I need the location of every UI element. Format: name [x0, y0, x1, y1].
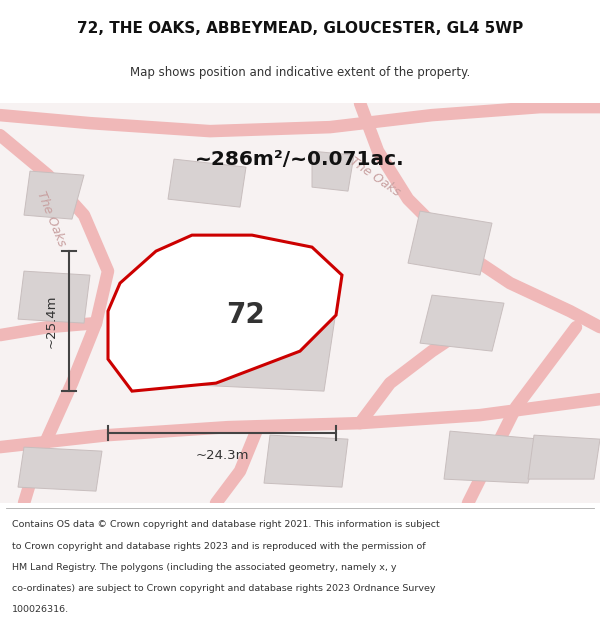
Polygon shape [108, 235, 342, 391]
Text: co-ordinates) are subject to Crown copyright and database rights 2023 Ordnance S: co-ordinates) are subject to Crown copyr… [12, 584, 436, 593]
Text: 100026316.: 100026316. [12, 606, 69, 614]
Polygon shape [24, 171, 84, 219]
Text: HM Land Registry. The polygons (including the associated geometry, namely x, y: HM Land Registry. The polygons (includin… [12, 563, 397, 572]
Polygon shape [420, 295, 504, 351]
Text: to Crown copyright and database rights 2023 and is reproduced with the permissio: to Crown copyright and database rights 2… [12, 541, 425, 551]
Text: 72, THE OAKS, ABBEYMEAD, GLOUCESTER, GL4 5WP: 72, THE OAKS, ABBEYMEAD, GLOUCESTER, GL4… [77, 21, 523, 36]
Polygon shape [408, 211, 492, 275]
Polygon shape [168, 159, 246, 207]
Polygon shape [444, 431, 540, 483]
Polygon shape [18, 447, 102, 491]
Text: 72: 72 [227, 301, 265, 329]
Text: ~25.4m: ~25.4m [44, 294, 58, 348]
Polygon shape [264, 435, 348, 487]
Text: ~24.3m: ~24.3m [195, 449, 249, 462]
Text: ~286m²/~0.071ac.: ~286m²/~0.071ac. [195, 149, 405, 169]
Text: The Oaks: The Oaks [34, 189, 68, 249]
Polygon shape [312, 151, 354, 191]
Text: The Oaks: The Oaks [347, 155, 403, 199]
Polygon shape [156, 303, 336, 391]
Text: Contains OS data © Crown copyright and database right 2021. This information is : Contains OS data © Crown copyright and d… [12, 520, 440, 529]
Text: Map shows position and indicative extent of the property.: Map shows position and indicative extent… [130, 66, 470, 79]
Polygon shape [528, 435, 600, 479]
Polygon shape [18, 271, 90, 323]
